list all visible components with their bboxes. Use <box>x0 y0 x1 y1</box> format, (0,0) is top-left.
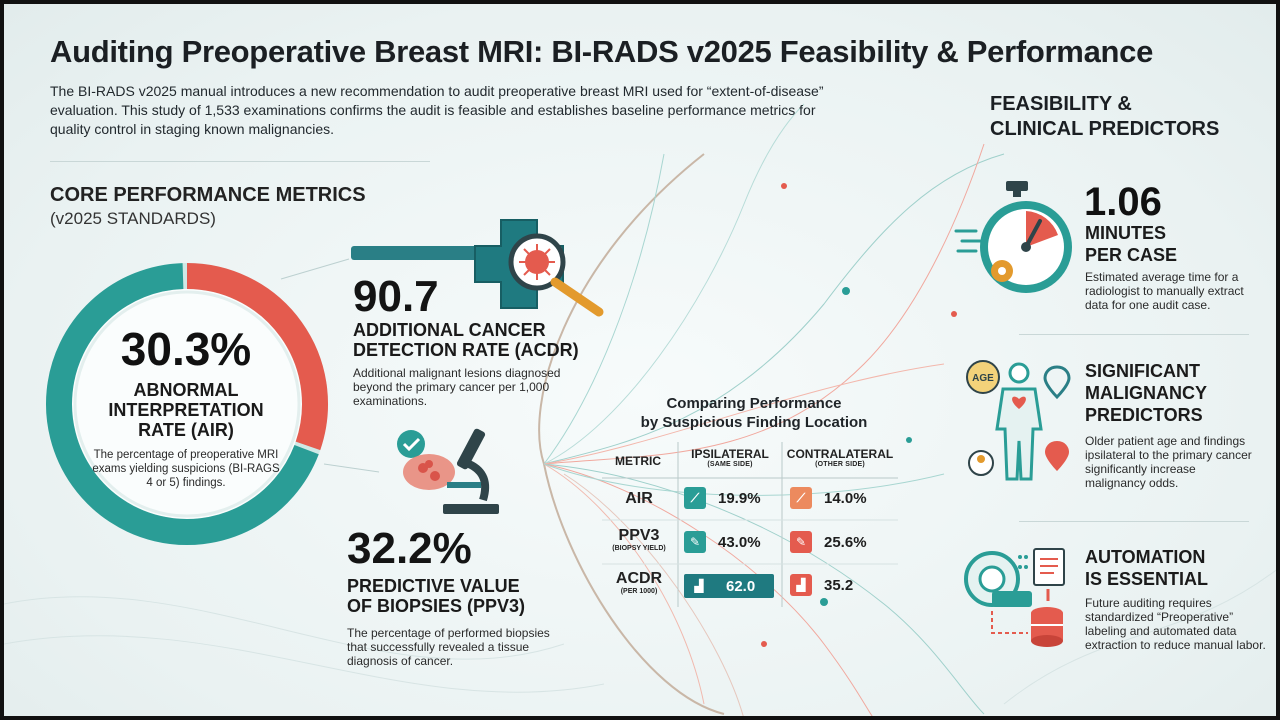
comparison-table: METRIC IPSILATERAL (SAME SIDE) CONTRALAT… <box>602 442 898 612</box>
ppv3-label: PREDICTIVE VALUE OF BIOPSIES (PPV3) <box>347 576 597 616</box>
decorative-dots <box>761 183 957 647</box>
row-acdr-sub: (PER 1000) <box>620 588 658 595</box>
automation-label-line2: IS ESSENTIAL <box>1085 569 1209 589</box>
col-ipsilateral-subtitle: (SAME SIDE) <box>707 461 753 468</box>
microscope-icon <box>397 428 499 514</box>
automation-label-line1: AUTOMATION <box>1085 547 1206 567</box>
air-description: The percentage of preoperative MRI exams… <box>92 449 280 489</box>
predictors-label-line2: MALIGNANCY <box>1085 383 1207 403</box>
ppv3-contralateral-value: 25.6% <box>824 533 867 551</box>
ppv3-contralateral-cell: ✎ 25.6% <box>790 531 867 553</box>
automation-description: Future auditing requires standardized “P… <box>1085 596 1266 652</box>
acdr-label: ADDITIONAL CANCER DETECTION RATE (ACDR) <box>353 320 603 360</box>
predictors-label-line1: SIGNIFICANT <box>1085 361 1200 381</box>
col-contralateral-subtitle: (OTHER SIDE) <box>815 461 865 468</box>
time-per-case-label: MINUTES PER CASE <box>1085 222 1177 266</box>
feasibility-title-line1: FEASIBILITY & <box>990 93 1132 115</box>
acdr-label-line1: ADDITIONAL CANCER <box>353 320 546 340</box>
col-contralateral-title: CONTRALATERAL <box>786 447 894 461</box>
col-ipsilateral-header: IPSILATERAL (SAME SIDE) <box>684 447 776 468</box>
ppv3-ipsilateral-value: 43.0% <box>718 533 761 551</box>
automation-icon <box>964 548 1065 647</box>
row-air-metric: AIR <box>625 490 653 507</box>
comparison-title-line1: Comparing Performance <box>666 395 842 412</box>
acdr-ipsilateral-cell: ▟ 62.0 <box>684 574 774 598</box>
row-ppv3-label: PPV3 (BIOPSY YIELD) <box>604 527 674 552</box>
page-title: Auditing Preoperative Breast MRI: BI-RAD… <box>50 34 1154 69</box>
air-ring-chart <box>46 263 328 545</box>
stopwatch-icon <box>954 181 1072 293</box>
ppv3-label-line1: PREDICTIVE VALUE <box>347 576 520 596</box>
time-label-line2: PER CASE <box>1085 245 1178 265</box>
acdr-contralateral-cell: ▟ 35.2 <box>790 574 853 596</box>
acdr-label-line2: DETECTION RATE (ACDR) <box>353 340 579 360</box>
predictors-description: Older patient age and findings ipsilater… <box>1085 434 1252 490</box>
divider <box>1019 334 1249 335</box>
row-acdr-label: ACDR (PER 1000) <box>604 570 674 595</box>
predictors-label-line3: PREDICTORS <box>1085 405 1203 425</box>
chart-line-icon: ⟋ <box>790 487 812 509</box>
air-label-line1: ABNORMAL <box>133 380 239 400</box>
air-ring-red-arc <box>186 263 328 451</box>
acdr-contralateral-value: 35.2 <box>824 576 854 594</box>
col-contralateral-header: CONTRALATERAL (OTHER SIDE) <box>784 447 896 468</box>
bar-chart-icon: ▟ <box>790 574 812 596</box>
divider <box>1019 521 1249 522</box>
feasibility-title-line2: CLINICAL PREDICTORS <box>990 118 1220 140</box>
divider <box>50 161 430 162</box>
bar-chart-icon: ▟ <box>694 579 704 593</box>
air-contralateral-cell: ⟋ 14.0% <box>790 487 867 509</box>
syringe-icon: ✎ <box>684 531 706 553</box>
time-label-line1: MINUTES <box>1085 223 1166 243</box>
chart-line-icon: ⟋ <box>684 487 706 509</box>
background-artwork <box>4 103 1276 716</box>
cancer-detection-icon <box>351 219 604 317</box>
air-ipsilateral-cell: ⟋ 19.9% <box>684 487 761 509</box>
time-per-case-description: Estimated average time for a radiologist… <box>1085 270 1244 312</box>
comparison-title-line2: by Suspicious Finding Location <box>640 414 868 431</box>
row-air-label: AIR <box>604 490 674 508</box>
time-per-case-value: 1.06 <box>1084 180 1162 224</box>
row-ppv3-sub: (BIOPSY YIELD) <box>612 545 666 552</box>
predictors-label: SIGNIFICANT MALIGNANCY PREDICTORS <box>1085 360 1207 426</box>
air-ring-teal-arc <box>46 263 319 545</box>
air-contralateral-value: 14.0% <box>824 489 867 507</box>
feasibility-title: FEASIBILITY & CLINICAL PREDICTORS <box>990 92 1219 142</box>
air-ipsilateral-value: 19.9% <box>718 489 761 507</box>
col-ipsilateral-title: IPSILATERAL <box>691 447 769 461</box>
ppv3-value: 32.2% <box>347 524 472 573</box>
row-ppv3-metric: PPV3 <box>618 527 660 544</box>
table-gridlines <box>602 442 898 607</box>
col-metric-header: METRIC <box>615 454 661 468</box>
ppv3-ipsilateral-cell: ✎ 43.0% <box>684 531 761 553</box>
age-badge-text: AGE <box>972 373 994 384</box>
row-acdr-metric: ACDR <box>615 570 663 587</box>
comparison-title: Comparing Performance by Suspicious Find… <box>629 394 879 432</box>
syringe-icon: ✎ <box>790 531 812 553</box>
air-value: 30.3% <box>120 323 252 375</box>
acdr-value: 90.7 <box>353 272 439 321</box>
air-label-line2: INTERPRETATION <box>108 400 264 420</box>
ppv3-label-line2: OF BIOPSIES (PPV3) <box>347 596 526 616</box>
patient-predictors-icon: AGE <box>966 360 1071 481</box>
automation-label: AUTOMATION IS ESSENTIAL <box>1085 546 1208 590</box>
air-label-line3: RATE (AIR) <box>138 420 234 440</box>
acdr-ipsilateral-value: 62.0 <box>726 577 756 595</box>
intro-paragraph: The BI-RADS v2025 manual introduces a ne… <box>50 83 824 137</box>
core-metrics-title: CORE PERFORMANCE METRICS <box>50 184 366 206</box>
acdr-description: Additional malignant lesions diagnosed b… <box>353 366 561 408</box>
air-metric: 30.3% ABNORMAL INTERPRETATION RATE (AIR)… <box>90 322 282 490</box>
ppv3-description: The percentage of performed biopsies tha… <box>347 626 550 668</box>
core-metrics-subtitle: (v2025 STANDARDS) <box>50 209 216 228</box>
